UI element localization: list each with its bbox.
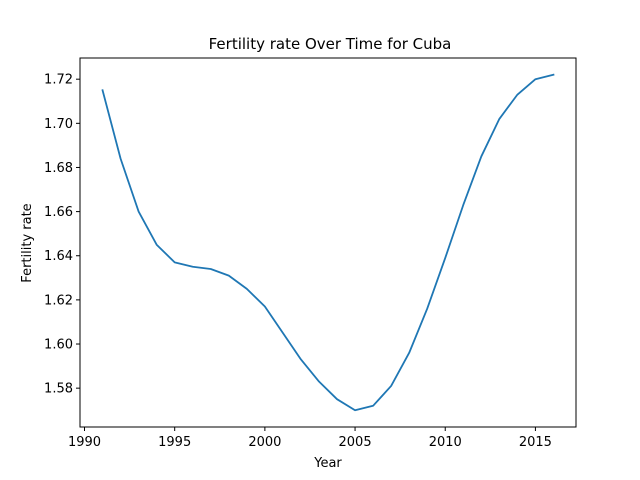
plot-area <box>79 57 577 428</box>
y-tick-label: 1.60 <box>44 338 73 353</box>
y-tick-label: 1.72 <box>44 73 73 88</box>
y-tick-label: 1.58 <box>44 382 73 397</box>
chart-title: Fertility rate Over Time for Cuba <box>209 35 452 53</box>
series-line-1 <box>101 73 555 412</box>
y-tick-label: 1.68 <box>44 161 73 176</box>
x-tick-label: 2000 <box>248 435 281 450</box>
y-tick-label: 1.62 <box>44 293 73 308</box>
y-tick-label: 1.64 <box>44 249 73 264</box>
x-axis-label: Year <box>313 456 342 471</box>
x-tick-label: 2015 <box>519 435 552 450</box>
y-axis: 1.58 1.60 1.62 1.64 1.66 1.68 1.70 1.72 <box>44 73 80 397</box>
y-axis-label: Fertility rate <box>20 203 35 282</box>
y-tick-label: 1.66 <box>44 205 73 220</box>
x-tick-label: 2005 <box>339 435 372 450</box>
x-tick-label: 2010 <box>429 435 462 450</box>
y-tick-label: 1.70 <box>44 117 73 132</box>
x-axis: 1990 1995 2000 2005 2010 2015 <box>68 427 552 450</box>
plot-frame <box>79 57 577 428</box>
x-tick-label: 1990 <box>68 435 101 450</box>
x-tick-label: 1995 <box>158 435 191 450</box>
